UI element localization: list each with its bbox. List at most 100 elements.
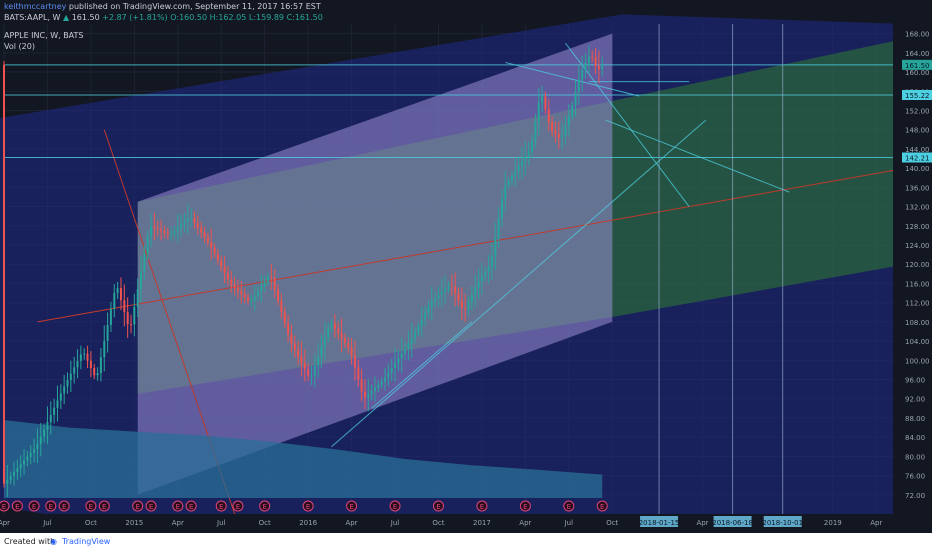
candle-body	[240, 291, 243, 295]
candle-body	[370, 391, 373, 395]
candle-body	[163, 231, 166, 233]
candle-body	[186, 218, 189, 222]
earnings-marker	[145, 500, 157, 512]
candle-body	[597, 66, 600, 70]
candles	[3, 45, 604, 498]
candle-body	[494, 237, 497, 257]
earnings-label: E	[135, 503, 139, 511]
earnings-label: E	[600, 503, 604, 511]
candle-body	[377, 384, 380, 388]
candle-body	[417, 325, 420, 333]
time-tick-label: 2018-06-18	[712, 519, 753, 527]
candle-body	[9, 476, 12, 480]
time-axis[interactable]: Apr Jul Oct 2015 Apr Jul Oct 2016 Apr Jul Oct 2017 A…	[0, 514, 932, 533]
earnings-marker	[28, 500, 40, 512]
time-tick-label: Apr	[696, 519, 708, 527]
candle-body	[484, 271, 487, 277]
candle-body	[16, 468, 19, 473]
candle-body	[203, 232, 206, 238]
earnings-label: E	[523, 503, 527, 511]
price-tick-label: 84.00	[905, 434, 925, 442]
pitchfork-bands	[0, 14, 907, 550]
earnings-label: E	[306, 503, 310, 511]
earnings-marker	[185, 500, 197, 512]
candle-body	[480, 276, 483, 282]
open-value: O:160.50	[170, 13, 208, 22]
volume-study-label[interactable]: Vol (20)	[4, 42, 35, 51]
price-axis[interactable]: 72.00 76.00 80.00 84.00 88.00 92.00 96.00 100.0…	[893, 0, 932, 533]
drawing-lines	[4, 24, 893, 514]
time-tick-label: Oct	[85, 519, 97, 527]
price-tick-label: 140.00	[905, 165, 930, 173]
candle-body	[260, 286, 263, 292]
price-tick-label: 76.00	[905, 473, 925, 481]
candle-body	[170, 234, 173, 236]
candle-body	[333, 323, 336, 329]
candle-body	[66, 380, 69, 387]
price-tick-label: 92.00	[905, 396, 925, 404]
earnings-marker	[563, 500, 575, 512]
price-tick-label: 124.00	[905, 242, 930, 250]
symbol-info: BATS:AAPL, W ▲ 161.50 +2.87 (+1.81%) O:1…	[4, 13, 323, 22]
candle-body	[384, 377, 386, 382]
candle-body	[353, 355, 356, 368]
tradingview-brand[interactable]: TradingView	[62, 537, 111, 546]
candle-body	[26, 456, 29, 461]
candle-body	[290, 334, 293, 344]
earnings-marker	[596, 500, 608, 512]
earnings-label: E	[219, 503, 223, 511]
candle-body	[166, 232, 169, 235]
earnings-label: E	[149, 503, 153, 511]
candle-body	[59, 393, 62, 401]
symbol-name[interactable]: BATS:AAPL, W	[4, 13, 61, 22]
candle-body	[89, 360, 92, 368]
publish-info: keithmccartney published on TradingView.…	[4, 2, 321, 11]
tradingview-logo-icon[interactable]: ◉	[50, 537, 57, 546]
candle-body	[150, 226, 153, 237]
price-label-text: 142.21	[905, 155, 930, 163]
candle-body	[394, 363, 396, 368]
publish-text: published on TradingView.com, September …	[68, 2, 321, 11]
candle-body	[33, 449, 36, 453]
candle-body	[347, 343, 350, 348]
candle-body	[39, 436, 42, 444]
price-axis-background	[893, 0, 932, 533]
author-link[interactable]: keithmccartney	[4, 2, 67, 11]
candle-body	[216, 253, 219, 261]
price-tick-label: 160.00	[905, 69, 930, 77]
candle-body	[534, 122, 537, 142]
candle-body	[247, 297, 249, 301]
candle-body	[541, 96, 544, 103]
price-tick-label: 88.00	[905, 415, 925, 423]
price-label-text: 155.22	[905, 92, 930, 100]
candle-body	[176, 227, 179, 231]
candle-body	[527, 151, 530, 157]
candle-body	[313, 366, 316, 376]
candle-body	[427, 306, 430, 313]
candle-body	[130, 324, 132, 326]
candle-body	[277, 289, 279, 301]
price-tick-label: 112.00	[905, 300, 930, 308]
candle-body	[594, 56, 597, 67]
earnings-marker	[519, 500, 531, 512]
candle-body	[457, 293, 460, 301]
candle-body	[243, 294, 246, 298]
candle-body	[223, 266, 226, 274]
candle-body	[99, 357, 102, 374]
footer-bar: Created with ◉ TradingView	[0, 533, 932, 550]
time-axis-background	[0, 514, 932, 533]
candle-body	[567, 116, 570, 126]
candle-body	[467, 302, 470, 310]
candle-body	[193, 218, 196, 223]
earnings-marker	[132, 500, 144, 512]
candle-body	[434, 298, 437, 302]
candle-body	[551, 122, 554, 131]
candle-body	[581, 69, 584, 80]
candle-body	[497, 218, 500, 238]
candle-body	[160, 229, 163, 232]
candle-body	[367, 394, 370, 398]
candle-body	[73, 367, 76, 374]
candle-body	[136, 289, 139, 307]
earnings-label: E	[102, 503, 106, 511]
